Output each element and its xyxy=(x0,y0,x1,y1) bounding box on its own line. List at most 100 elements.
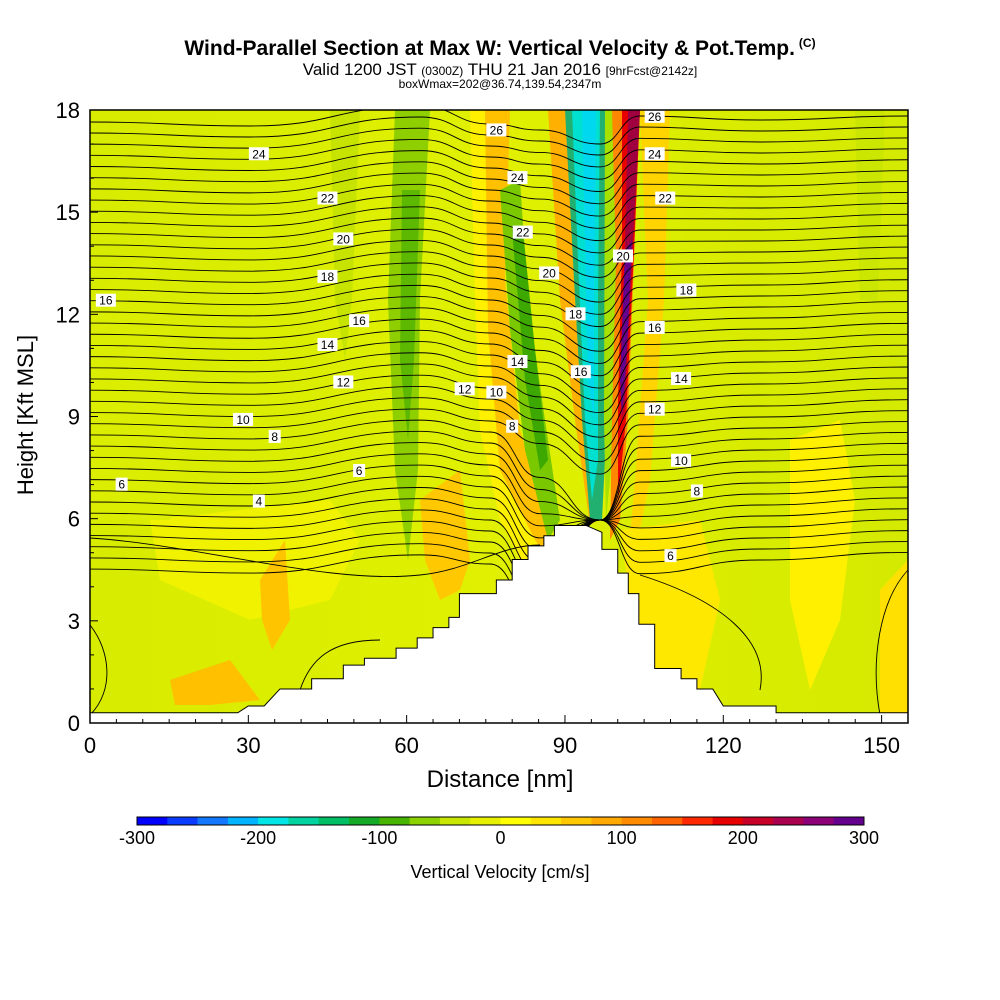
isentrope-label-20: 12 xyxy=(458,382,472,396)
isentrope-8 xyxy=(90,195,908,242)
colorbar-swatch-2 xyxy=(197,817,229,825)
x-tick-label-5: 150 xyxy=(863,733,900,758)
isentrope-label-bg-10 xyxy=(115,477,128,491)
isentrope-label-bg-21 xyxy=(486,385,507,399)
colorbar-swatch-12 xyxy=(500,817,532,825)
colorbar-swatch-1 xyxy=(167,817,198,825)
colorbar-tick-label-6: 300 xyxy=(849,828,879,848)
isentrope-22 xyxy=(90,352,908,414)
colorbar-tick-label-4: 100 xyxy=(607,828,637,848)
isentrope-label-26: 20 xyxy=(616,249,630,263)
box-info: boxWmax=202@36.74,139.54,2347m xyxy=(398,77,602,91)
isentrope-label-5: 14 xyxy=(321,338,335,352)
isentrope-label-1: 22 xyxy=(321,192,335,206)
isentrope-label-bg-16 xyxy=(539,266,560,280)
velocity-shade-23 xyxy=(170,660,260,705)
isentrope-label-bg-22 xyxy=(506,419,519,433)
isentrope-label-bg-29 xyxy=(671,372,692,386)
isentrope-12 xyxy=(90,240,908,291)
isentrope-low-b xyxy=(90,624,108,716)
isentrope-14 xyxy=(90,262,908,315)
isentrope-label-bg-28 xyxy=(644,320,665,334)
colorbar-tick-label-0: -300 xyxy=(119,828,155,848)
x-tick-label-2: 60 xyxy=(394,733,418,758)
isentrope-label-bg-30 xyxy=(644,402,665,416)
colorbar-tick-label-3: 0 xyxy=(495,828,505,848)
isentrope-label-25: 22 xyxy=(659,192,673,206)
isentrope-label-3: 18 xyxy=(321,270,335,284)
isentrope-20 xyxy=(90,329,908,389)
colorbar-label: Vertical Velocity [cm/s] xyxy=(410,862,590,882)
isentrope-label-bg-0 xyxy=(248,147,269,161)
colorbar-swatch-7 xyxy=(349,817,380,825)
isentrope-label-23: 26 xyxy=(648,110,662,124)
velocity-shade-15 xyxy=(620,240,632,420)
isentrope-13 xyxy=(90,251,908,303)
colorbar-swatch-15 xyxy=(591,817,622,825)
isentrope-31 xyxy=(90,453,908,521)
isentrope-label-27: 18 xyxy=(680,283,694,297)
velocity-shade-24 xyxy=(90,250,190,520)
isentrope-5 xyxy=(90,161,908,205)
colorbar-swatch-10 xyxy=(439,817,471,825)
isentrope-11 xyxy=(90,228,908,278)
plot-area: 24 22 20 18 16 14 12 10 8 6 6 4 16 26 24 22 20 18 16 14 12 10… xyxy=(90,110,908,723)
isentrope-label-22: 8 xyxy=(509,420,516,434)
isentrope-label-bg-23 xyxy=(644,110,665,123)
isentrope-label-bg-33 xyxy=(664,549,677,563)
isentrope-label-15: 22 xyxy=(516,226,530,240)
isentrope-label-29: 14 xyxy=(674,372,688,386)
isentrope-9 xyxy=(90,206,908,254)
isentrope-label-7: 10 xyxy=(236,413,250,427)
isentrope-0 xyxy=(90,110,908,145)
x-axis-label: Distance [nm] xyxy=(426,766,574,793)
isentrope-label-bg-7 xyxy=(233,412,254,426)
y-tick-label-4: 12 xyxy=(56,302,80,327)
isentrope-30 xyxy=(90,442,908,521)
isentrope-label-bg-20 xyxy=(454,382,475,396)
isentrope-26 xyxy=(90,397,908,463)
isentrope-low-d xyxy=(639,574,762,691)
isentrope-16 xyxy=(90,284,908,340)
isentrope-label-bg-9 xyxy=(353,463,366,477)
colorbar-swatch-0 xyxy=(137,817,168,825)
isentrope-label-32: 8 xyxy=(694,484,701,498)
isentrope-28 xyxy=(90,419,908,521)
isentrope-label-bg-1 xyxy=(317,191,338,205)
isentrope-label-bg-4 xyxy=(349,314,370,328)
velocity-shade-18 xyxy=(790,420,855,690)
isentrope-18 xyxy=(90,307,908,364)
chart-title: Wind-Parallel Section at Max W: Vertical… xyxy=(0,36,1000,61)
isentrope-label-33: 6 xyxy=(667,549,674,563)
isentrope-29 xyxy=(90,430,908,521)
velocity-shade-20 xyxy=(150,500,360,620)
isentrope-label-28: 16 xyxy=(648,321,662,335)
isentrope-17 xyxy=(90,296,908,352)
isentrope-label-8: 8 xyxy=(271,430,278,444)
isentrope-low-a xyxy=(90,537,541,578)
isentrope-label-12: 16 xyxy=(99,294,113,308)
y-tick-label-2: 6 xyxy=(68,507,80,532)
velocity-shade-10 xyxy=(582,110,596,420)
isentrope-label-10: 6 xyxy=(118,478,125,492)
isentrope-label-bg-3 xyxy=(317,269,338,283)
isentrope-label-bg-24 xyxy=(644,147,665,161)
isentrope-label-4: 16 xyxy=(352,314,366,328)
isentrope-label-bg-19 xyxy=(507,355,528,369)
subtitle-date: THU 21 Jan 2016 xyxy=(467,60,601,79)
velocity-shade-4 xyxy=(485,110,550,560)
colorbar-swatch-20 xyxy=(742,817,774,825)
y-tick-label-6: 18 xyxy=(56,98,80,123)
colorbar-swatch-14 xyxy=(561,817,592,825)
isentrope-32 xyxy=(90,464,908,527)
isentrope-4 xyxy=(90,150,908,192)
colorbar-swatch-13 xyxy=(530,817,562,825)
isentrope-23 xyxy=(90,363,908,426)
isentrope-label-bg-6 xyxy=(333,375,354,389)
isentrope-label-17: 18 xyxy=(569,307,583,321)
velocity-shade-17 xyxy=(855,110,885,300)
isentrope-24 xyxy=(90,374,908,438)
colorbar-swatch-3 xyxy=(227,817,259,825)
isentrope-15 xyxy=(90,273,908,328)
isentrope-label-bg-32 xyxy=(690,484,703,498)
